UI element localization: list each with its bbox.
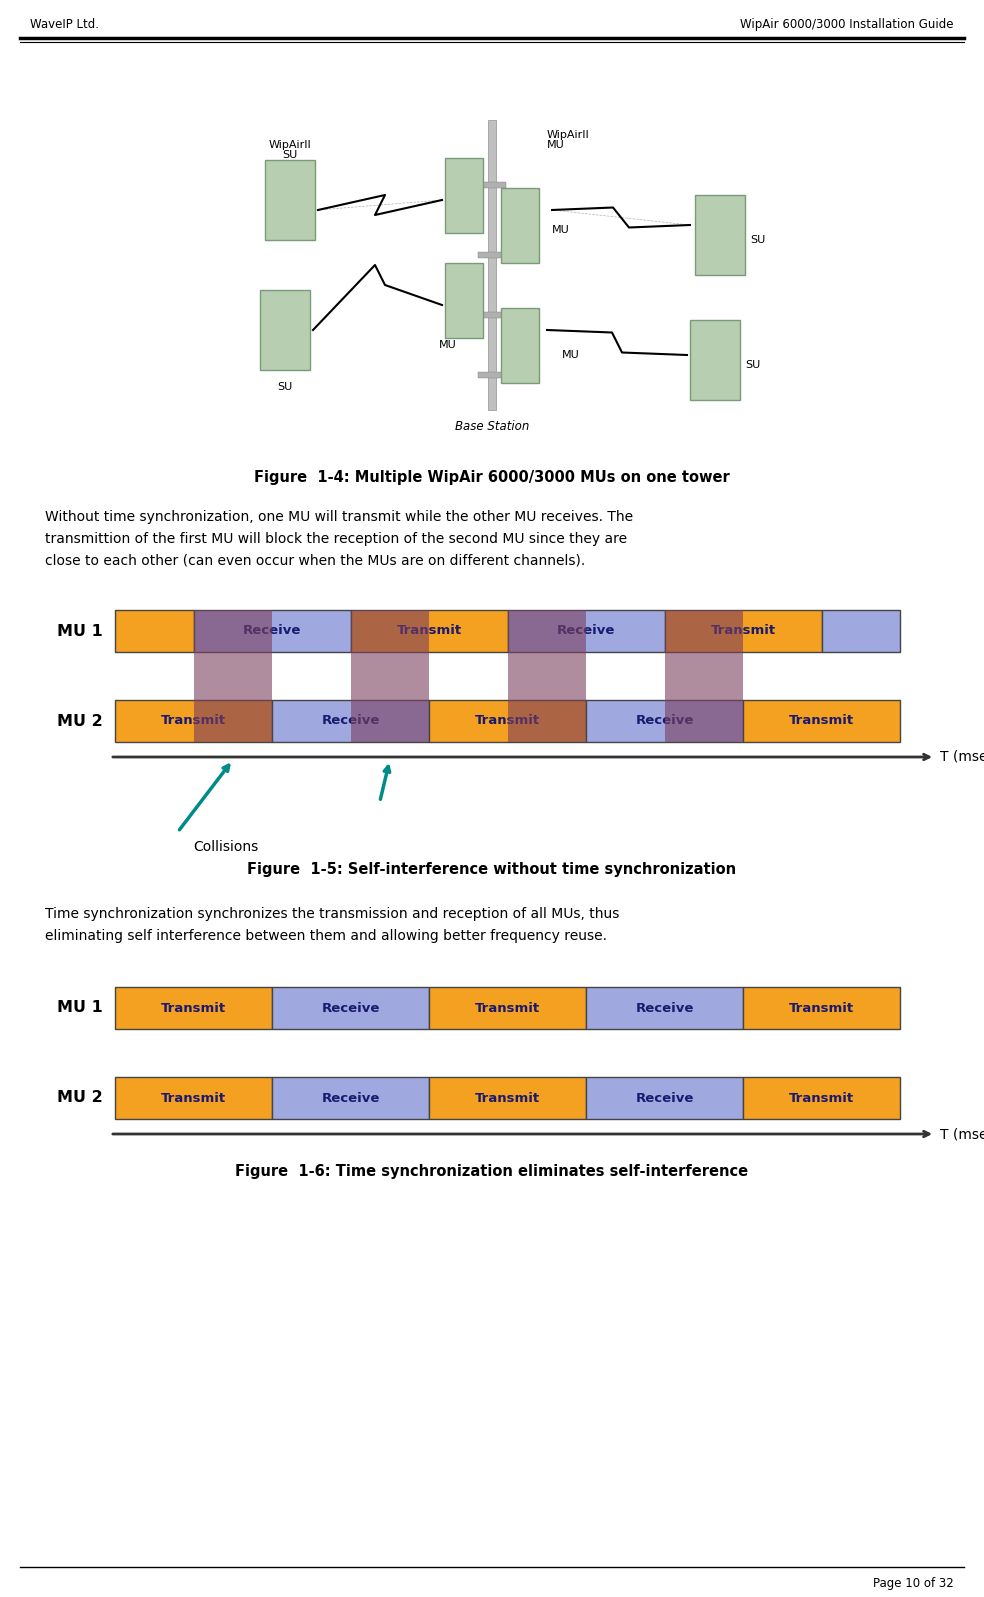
- Text: SU: SU: [277, 382, 292, 391]
- Bar: [445, 158, 483, 233]
- Bar: [501, 187, 539, 262]
- Bar: [429, 699, 586, 743]
- Bar: [350, 610, 429, 743]
- Text: Receive: Receive: [636, 1091, 694, 1105]
- Bar: [429, 1076, 586, 1119]
- Text: SU: SU: [750, 235, 766, 244]
- Bar: [508, 610, 664, 652]
- Text: SU: SU: [745, 359, 761, 371]
- Text: Collisions: Collisions: [193, 840, 258, 854]
- Text: WipAir 6000/3000 Installation Guide: WipAir 6000/3000 Installation Guide: [741, 18, 954, 30]
- Bar: [115, 610, 194, 652]
- Text: Transmit: Transmit: [161, 1001, 226, 1014]
- Text: Receive: Receive: [243, 624, 301, 637]
- Text: MU 1: MU 1: [57, 623, 103, 639]
- Bar: [743, 987, 900, 1028]
- Bar: [508, 610, 586, 743]
- Text: Receive: Receive: [322, 1091, 380, 1105]
- Bar: [695, 195, 745, 275]
- Text: Transmit: Transmit: [475, 1001, 540, 1014]
- Text: Transmit: Transmit: [789, 1001, 854, 1014]
- Bar: [664, 610, 743, 743]
- Bar: [265, 160, 315, 240]
- Bar: [272, 1076, 429, 1119]
- Bar: [586, 987, 743, 1028]
- Text: Without time synchronization, one MU will transmit while the other MU receives. : Without time synchronization, one MU wil…: [45, 509, 633, 524]
- Bar: [445, 262, 483, 337]
- Text: Transmit: Transmit: [475, 714, 540, 728]
- Bar: [586, 1076, 743, 1119]
- Text: Receive: Receive: [636, 1001, 694, 1014]
- Text: Transmit: Transmit: [161, 714, 226, 728]
- Text: MU: MU: [547, 141, 565, 150]
- Text: Receive: Receive: [322, 714, 380, 728]
- Text: T (msec): T (msec): [940, 1127, 984, 1140]
- Text: Figure  1-4: Multiple WipAir 6000/3000 MUs on one tower: Figure 1-4: Multiple WipAir 6000/3000 MU…: [254, 470, 730, 485]
- Bar: [272, 987, 429, 1028]
- Bar: [478, 372, 506, 378]
- Bar: [260, 291, 310, 371]
- Text: Receive: Receive: [557, 624, 615, 637]
- Text: WipAirII: WipAirII: [269, 141, 311, 150]
- Bar: [743, 1076, 900, 1119]
- Text: transmittion of the first MU will block the reception of the second MU since the: transmittion of the first MU will block …: [45, 532, 627, 546]
- Bar: [478, 311, 506, 318]
- Bar: [350, 610, 508, 652]
- Text: Figure  1-5: Self-interference without time synchronization: Figure 1-5: Self-interference without ti…: [247, 862, 737, 877]
- Bar: [429, 987, 586, 1028]
- Bar: [272, 699, 429, 743]
- Text: T (msec): T (msec): [940, 751, 984, 763]
- Bar: [586, 699, 743, 743]
- Text: MU: MU: [439, 340, 457, 350]
- Bar: [194, 610, 272, 743]
- Text: Figure  1-6: Time synchronization eliminates self-interference: Figure 1-6: Time synchronization elimina…: [235, 1164, 749, 1179]
- Bar: [690, 319, 740, 399]
- Text: WaveIP Ltd.: WaveIP Ltd.: [30, 18, 99, 30]
- Bar: [115, 1076, 272, 1119]
- Bar: [478, 252, 506, 259]
- Text: Transmit: Transmit: [789, 714, 854, 728]
- Text: Receive: Receive: [322, 1001, 380, 1014]
- Text: MU: MU: [562, 350, 580, 359]
- Text: Transmit: Transmit: [161, 1091, 226, 1105]
- Text: eliminating self interference between them and allowing better frequency reuse.: eliminating self interference between th…: [45, 929, 607, 942]
- Bar: [115, 699, 272, 743]
- Text: Transmit: Transmit: [789, 1091, 854, 1105]
- Bar: [501, 308, 539, 383]
- Bar: [743, 699, 900, 743]
- Text: Time synchronization synchronizes the transmission and reception of all MUs, thu: Time synchronization synchronizes the tr…: [45, 907, 619, 921]
- Text: Transmit: Transmit: [397, 624, 461, 637]
- Text: MU 1: MU 1: [57, 1000, 103, 1016]
- Text: Transmit: Transmit: [475, 1091, 540, 1105]
- Text: MU: MU: [552, 225, 570, 235]
- Bar: [822, 610, 900, 652]
- Text: MU 2: MU 2: [57, 1091, 103, 1105]
- Bar: [194, 610, 350, 652]
- Bar: [664, 610, 822, 652]
- Text: SU: SU: [282, 150, 297, 160]
- Text: Transmit: Transmit: [710, 624, 775, 637]
- Text: WipAirII: WipAirII: [547, 129, 589, 141]
- Text: close to each other (can even occur when the MUs are on different channels).: close to each other (can even occur when…: [45, 554, 585, 569]
- Bar: [488, 120, 496, 410]
- Text: MU 2: MU 2: [57, 714, 103, 728]
- Bar: [115, 987, 272, 1028]
- Text: Receive: Receive: [636, 714, 694, 728]
- Bar: [478, 182, 506, 188]
- Text: Base Station: Base Station: [455, 420, 529, 433]
- Text: Page 10 of 32: Page 10 of 32: [873, 1576, 954, 1591]
